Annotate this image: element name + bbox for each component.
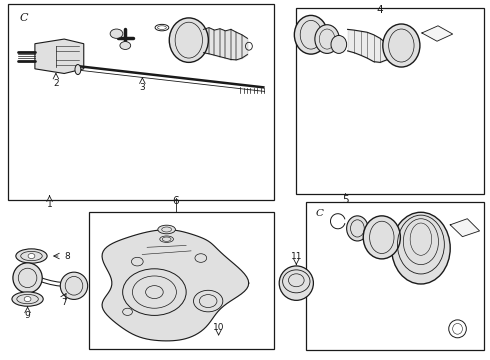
Polygon shape: [450, 219, 480, 237]
Polygon shape: [422, 26, 453, 41]
Ellipse shape: [146, 285, 163, 298]
Ellipse shape: [453, 323, 463, 334]
Ellipse shape: [60, 272, 88, 300]
Text: 10: 10: [213, 323, 224, 332]
Circle shape: [122, 308, 132, 315]
Text: 7: 7: [61, 298, 67, 307]
Ellipse shape: [331, 36, 346, 53]
Ellipse shape: [169, 18, 208, 62]
Ellipse shape: [279, 266, 314, 300]
Ellipse shape: [12, 292, 43, 306]
Text: 1: 1: [47, 201, 52, 210]
Circle shape: [110, 29, 123, 39]
Polygon shape: [102, 230, 249, 341]
Circle shape: [195, 254, 207, 262]
Ellipse shape: [294, 15, 328, 54]
Ellipse shape: [16, 249, 47, 263]
Circle shape: [28, 253, 35, 258]
Polygon shape: [35, 39, 84, 73]
Text: 6: 6: [172, 196, 179, 206]
Ellipse shape: [392, 212, 450, 284]
Circle shape: [131, 257, 143, 266]
Text: C: C: [20, 13, 28, 23]
Circle shape: [24, 297, 31, 302]
Ellipse shape: [346, 216, 368, 241]
Text: 11: 11: [291, 252, 302, 261]
Text: 3: 3: [140, 83, 145, 92]
Text: 5: 5: [342, 195, 348, 206]
Text: C: C: [316, 210, 324, 219]
Text: 4: 4: [376, 5, 383, 15]
Ellipse shape: [158, 225, 175, 234]
Ellipse shape: [158, 26, 166, 30]
Ellipse shape: [383, 24, 420, 67]
Circle shape: [120, 41, 131, 49]
Ellipse shape: [363, 216, 400, 259]
Text: 8: 8: [65, 252, 71, 261]
Text: 2: 2: [53, 78, 59, 87]
Ellipse shape: [315, 25, 339, 53]
Bar: [296, 8, 485, 194]
Bar: [7, 4, 274, 200]
Bar: [306, 202, 485, 350]
Text: 9: 9: [24, 311, 30, 320]
Bar: [89, 212, 274, 348]
Ellipse shape: [13, 263, 42, 293]
Ellipse shape: [75, 64, 81, 75]
